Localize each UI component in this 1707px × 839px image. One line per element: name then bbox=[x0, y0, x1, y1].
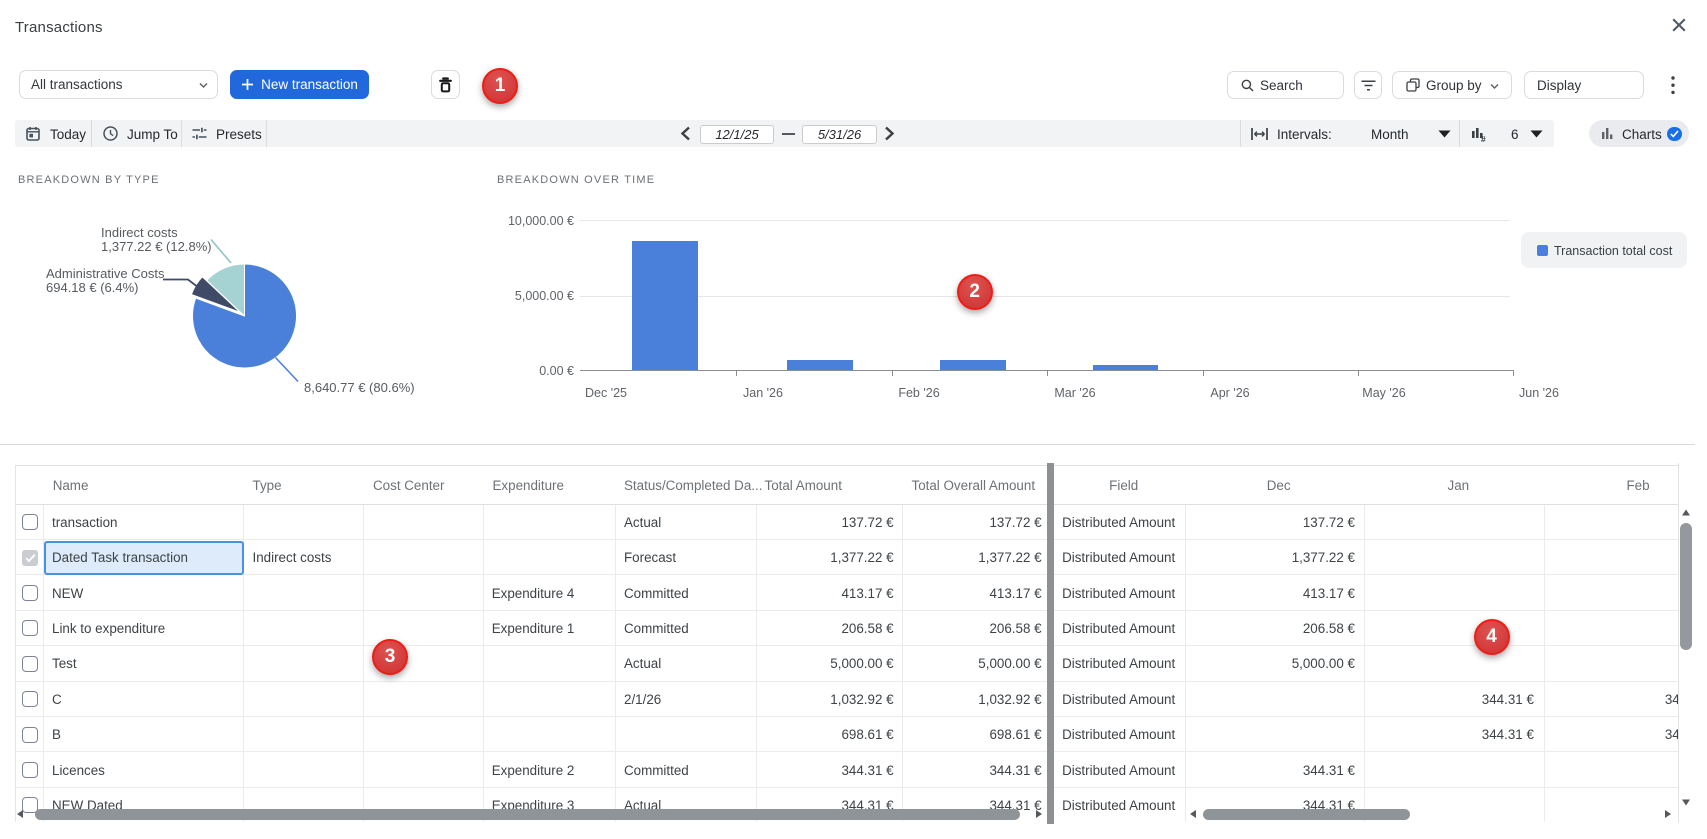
svg-text:#: # bbox=[1481, 134, 1486, 142]
